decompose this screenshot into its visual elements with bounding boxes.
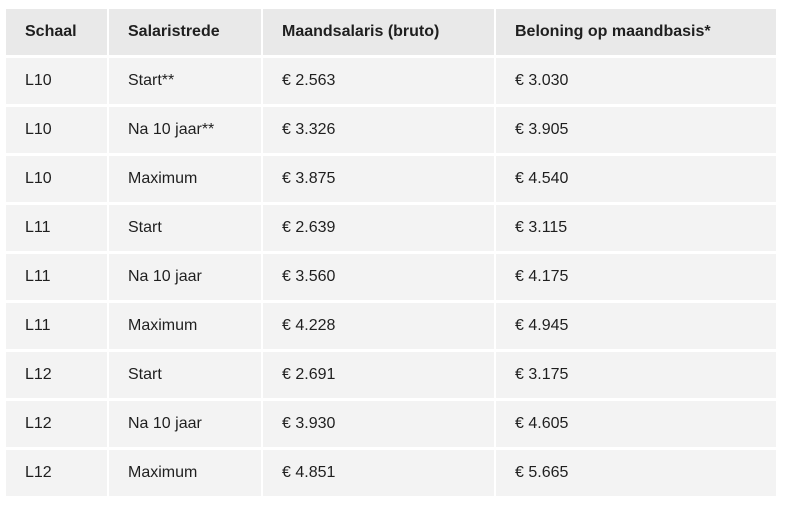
table-cell-maandsalaris: € 4.228 (263, 303, 496, 349)
table-cell-schaal: L10 (6, 58, 109, 104)
table-cell-schaal: L12 (6, 352, 109, 398)
table-cell-maandsalaris: € 3.326 (263, 107, 496, 153)
table-cell-salaristrede: Maximum (109, 303, 263, 349)
table-cell-beloning: € 3.905 (496, 107, 776, 153)
table-cell-salaristrede: Maximum (109, 156, 263, 202)
table-cell-maandsalaris: € 3.560 (263, 254, 496, 300)
table-cell-maandsalaris: € 3.930 (263, 401, 496, 447)
table-cell-maandsalaris: € 2.563 (263, 58, 496, 104)
table-cell-maandsalaris: € 4.851 (263, 450, 496, 496)
table-cell-schaal: L10 (6, 156, 109, 202)
table-cell-beloning: € 4.945 (496, 303, 776, 349)
table-cell-beloning: € 3.030 (496, 58, 776, 104)
table-cell-beloning: € 4.540 (496, 156, 776, 202)
table-cell-salaristrede: Start** (109, 58, 263, 104)
table-cell-salaristrede: Start (109, 352, 263, 398)
table-cell-maandsalaris: € 2.691 (263, 352, 496, 398)
table-cell-maandsalaris: € 2.639 (263, 205, 496, 251)
table-cell-maandsalaris: € 3.875 (263, 156, 496, 202)
column-header-beloning: Beloning op maandbasis* (496, 9, 776, 55)
table-cell-beloning: € 3.115 (496, 205, 776, 251)
table-cell-beloning: € 4.605 (496, 401, 776, 447)
table-cell-salaristrede: Na 10 jaar (109, 401, 263, 447)
table-cell-schaal: L11 (6, 254, 109, 300)
table-cell-beloning: € 5.665 (496, 450, 776, 496)
table-cell-beloning: € 4.175 (496, 254, 776, 300)
table-cell-schaal: L11 (6, 205, 109, 251)
table-cell-salaristrede: Maximum (109, 450, 263, 496)
table-cell-salaristrede: Start (109, 205, 263, 251)
column-header-schaal: Schaal (6, 9, 109, 55)
table-cell-salaristrede: Na 10 jaar (109, 254, 263, 300)
table-cell-schaal: L10 (6, 107, 109, 153)
table-cell-salaristrede: Na 10 jaar** (109, 107, 263, 153)
salary-table: Schaal Salaristrede Maandsalaris (bruto)… (6, 9, 776, 499)
table-cell-schaal: L11 (6, 303, 109, 349)
table-cell-schaal: L12 (6, 401, 109, 447)
column-header-salaristrede: Salaristrede (109, 9, 263, 55)
table-cell-schaal: L12 (6, 450, 109, 496)
column-header-maandsalaris: Maandsalaris (bruto) (263, 9, 496, 55)
table-cell-beloning: € 3.175 (496, 352, 776, 398)
